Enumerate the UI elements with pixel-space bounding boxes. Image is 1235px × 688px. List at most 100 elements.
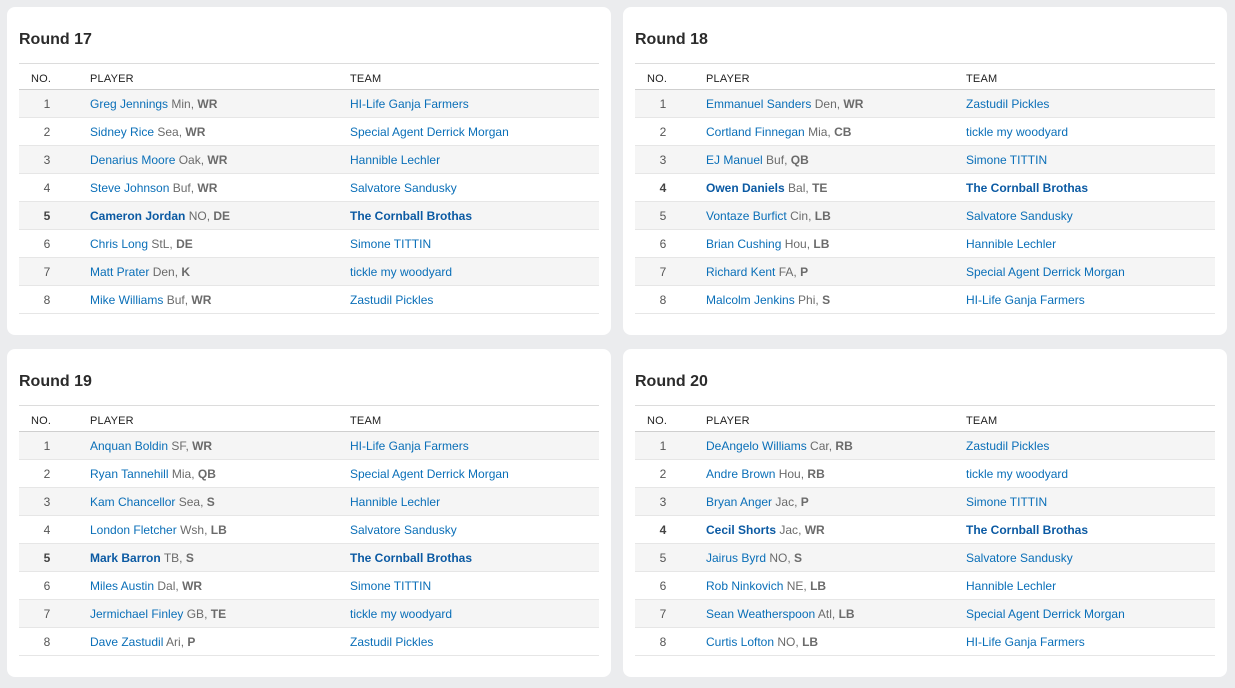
team-link[interactable]: Hannible Lechler	[966, 236, 1057, 251]
player-link[interactable]: Dave Zastudil	[90, 634, 164, 649]
team-link[interactable]: Salvatore Sandusky	[966, 550, 1073, 565]
player-link[interactable]: Jairus Byrd	[706, 550, 767, 565]
team-link[interactable]: The Cornball Brothas	[350, 208, 473, 223]
player-cell: Greg Jennings Min, WR	[90, 89, 350, 118]
player-position: WR	[192, 438, 213, 453]
player-nfl-team: SF	[171, 438, 186, 453]
team-link[interactable]: Salvatore Sandusky	[966, 208, 1073, 223]
team-link[interactable]: Special Agent Derrick Morgan	[966, 606, 1125, 621]
player-position: CB	[834, 124, 852, 139]
team-link[interactable]: tickle my woodyard	[350, 264, 453, 279]
team-link[interactable]: Special Agent Derrick Morgan	[350, 124, 509, 139]
player-link[interactable]: Richard Kent	[706, 264, 776, 279]
player-position: QB	[790, 152, 809, 167]
player-link[interactable]: Chris Long	[90, 236, 149, 251]
column-header-player: PLAYER	[706, 405, 966, 432]
player-link[interactable]: Denarius Moore	[90, 152, 176, 167]
player-link[interactable]: Mark Barron	[90, 550, 161, 565]
team-link[interactable]: Simone TITTIN	[350, 578, 432, 593]
player-link[interactable]: Owen Daniels	[706, 180, 785, 195]
team-link[interactable]: HI-Life Ganja Farmers	[966, 634, 1085, 649]
table-row: 7 Jermichael Finley GB, TE tickle my woody…	[19, 599, 599, 628]
round-title: Round 19	[19, 373, 92, 390]
player-nfl-team: Ari	[166, 634, 181, 649]
team-cell: Salvatore Sandusky	[966, 543, 1215, 572]
player-link[interactable]: Bryan Anger	[706, 494, 773, 509]
table-row: 3 Denarius Moore Oak, WR Hannible Lechler	[19, 145, 599, 174]
table-header-row: NO. PLAYER TEAM	[635, 405, 1215, 432]
team-link[interactable]: Zastudil Pickles	[350, 634, 434, 649]
separator: ,	[795, 634, 803, 649]
player-nfl-team: Buf	[172, 180, 191, 195]
team-link[interactable]: Hannible Lechler	[966, 578, 1057, 593]
pick-number: 5	[635, 201, 706, 230]
player-link[interactable]: Sidney Rice	[90, 124, 155, 139]
player-link[interactable]: Cortland Finnegan	[706, 124, 805, 139]
player-link[interactable]: Mike Williams	[90, 292, 164, 307]
player-nfl-team: StL	[151, 236, 170, 251]
player-link[interactable]: EJ Manuel	[706, 152, 763, 167]
player-position: LB	[802, 634, 819, 649]
player-link[interactable]: London Fletcher	[90, 522, 177, 537]
player-link[interactable]: Kam Chancellor	[90, 494, 176, 509]
pick-number: 5	[19, 543, 90, 572]
table-row: 1 Emmanuel Sanders Den, WR Zastudil Pickle…	[635, 89, 1215, 118]
team-link[interactable]: Simone TITTIN	[966, 152, 1048, 167]
team-link[interactable]: tickle my woodyard	[966, 466, 1069, 481]
team-link[interactable]: Zastudil Pickles	[966, 96, 1050, 111]
player-cell: Emmanuel Sanders Den, WR	[706, 89, 966, 118]
player-cell: Mark Barron TB, S	[90, 543, 350, 572]
player-link[interactable]: Rob Ninkovich	[706, 578, 784, 593]
team-link[interactable]: Hannible Lechler	[350, 152, 441, 167]
team-link[interactable]: Hannible Lechler	[350, 494, 441, 509]
team-link[interactable]: Zastudil Pickles	[966, 438, 1050, 453]
pick-number: 2	[635, 117, 706, 146]
player-link[interactable]: Jermichael Finley	[90, 606, 184, 621]
team-cell: HI-Life Ganja Farmers	[966, 285, 1215, 314]
table-row: 6 Miles Austin Dal, WR Simone TITTIN	[19, 571, 599, 600]
team-link[interactable]: tickle my woodyard	[966, 124, 1069, 139]
team-link[interactable]: HI-Life Ganja Farmers	[966, 292, 1085, 307]
player-link[interactable]: Andre Brown	[706, 466, 776, 481]
pick-number: 8	[19, 627, 90, 656]
pick-number: 6	[635, 229, 706, 258]
player-link[interactable]: Greg Jennings	[90, 96, 169, 111]
player-link[interactable]: Cameron Jordan	[90, 208, 186, 223]
team-link[interactable]: HI-Life Ganja Farmers	[350, 96, 469, 111]
pick-number: 6	[19, 229, 90, 258]
team-link[interactable]: tickle my woodyard	[350, 606, 453, 621]
player-link[interactable]: Steve Johnson	[90, 180, 170, 195]
player-nfl-team: NO	[188, 208, 207, 223]
team-link[interactable]: The Cornball Brothas	[350, 550, 473, 565]
team-link[interactable]: Special Agent Derrick Morgan	[966, 264, 1125, 279]
player-link[interactable]: Malcolm Jenkins	[706, 292, 795, 307]
team-link[interactable]: Salvatore Sandusky	[350, 522, 457, 537]
player-link[interactable]: Matt Prater	[90, 264, 150, 279]
player-link[interactable]: Anquan Boldin	[90, 438, 169, 453]
team-link[interactable]: The Cornball Brothas	[966, 180, 1089, 195]
table-row: 1 Greg Jennings Min, WR HI-Life Ganja Farm…	[19, 89, 599, 118]
team-link[interactable]: The Cornball Brothas	[966, 522, 1089, 537]
player-link[interactable]: Emmanuel Sanders	[706, 96, 812, 111]
team-cell: Simone TITTIN	[350, 571, 599, 600]
player-link[interactable]: Curtis Lofton	[706, 634, 775, 649]
team-link[interactable]: Simone TITTIN	[350, 236, 432, 251]
team-link[interactable]: Zastudil Pickles	[350, 292, 434, 307]
player-link[interactable]: DeAngelo Williams	[706, 438, 807, 453]
player-link[interactable]: Sean Weatherspoon	[706, 606, 816, 621]
team-link[interactable]: HI-Life Ganja Farmers	[350, 438, 469, 453]
player-link[interactable]: Miles Austin	[90, 578, 155, 593]
pick-number: 3	[19, 487, 90, 516]
table-row: 5 Cameron Jordan NO, DE The Cornball Broth…	[19, 201, 599, 230]
team-link[interactable]: Special Agent Derrick Morgan	[350, 466, 509, 481]
player-link[interactable]: Vontaze Burfict	[706, 208, 787, 223]
team-link[interactable]: Simone TITTIN	[966, 494, 1048, 509]
player-link[interactable]: Ryan Tannehill	[90, 466, 169, 481]
team-link[interactable]: Salvatore Sandusky	[350, 180, 457, 195]
player-link[interactable]: Brian Cushing	[706, 236, 782, 251]
player-link[interactable]: Cecil Shorts	[706, 522, 777, 537]
table-row: 7 Richard Kent FA, P Special Agent Derrick…	[635, 257, 1215, 286]
player-nfl-team: Buf	[166, 292, 185, 307]
table-row: 6 Rob Ninkovich NE, LB Hannible Lechler	[635, 571, 1215, 600]
player-cell: Ryan Tannehill Mia, QB	[90, 459, 350, 488]
